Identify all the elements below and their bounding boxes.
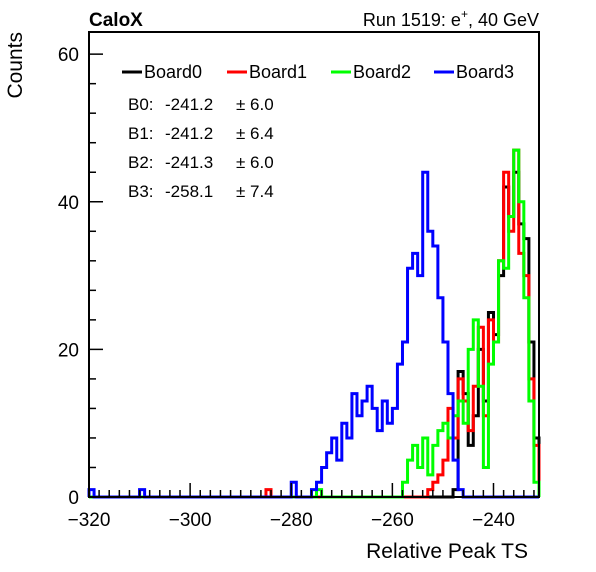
stat-label: B2: xyxy=(128,153,154,172)
stat-label: B1: xyxy=(128,124,154,143)
stat-mean: -241.2 xyxy=(165,124,213,143)
x-axis-title: Relative Peak TS xyxy=(366,540,528,563)
stat-uncertainty: ± 6.4 xyxy=(236,124,274,143)
stat-mean: -241.3 xyxy=(165,153,213,172)
legend-entry-board0: Board0 xyxy=(122,62,202,82)
legend-label: Board1 xyxy=(249,62,307,82)
axis-tick-labels: −320 −300 −280 −260 −240 0 20 40 60 xyxy=(58,45,515,531)
stat-row: B0: -241.2 ± 6.0 xyxy=(128,95,274,114)
stat-label: B3: xyxy=(128,182,154,201)
legend-label: Board2 xyxy=(353,62,411,82)
stat-uncertainty: ± 6.0 xyxy=(236,153,274,172)
stat-uncertainty: ± 7.4 xyxy=(236,182,274,201)
plot-frame xyxy=(88,31,540,498)
stat-uncertainty: ± 6.0 xyxy=(236,95,274,114)
stat-row: B1: -241.2 ± 6.4 xyxy=(128,124,274,143)
stat-mean: -258.1 xyxy=(165,182,213,201)
y-tick-label: 40 xyxy=(58,193,79,214)
series-layer xyxy=(87,148,541,499)
stat-label: B0: xyxy=(128,95,154,114)
corner-label-right: Run 1519: e+, 40 GeV xyxy=(363,7,539,30)
histogram-series-board0 xyxy=(89,170,541,499)
y-tick-label: 20 xyxy=(58,340,79,361)
x-tick-label: −240 xyxy=(472,510,515,531)
stat-row: B2: -241.3 ± 6.0 xyxy=(128,153,274,172)
x-tick-label: −260 xyxy=(371,510,414,531)
corner-right-suffix: , 40 GeV xyxy=(468,10,539,30)
legend-entry-board2: Board2 xyxy=(331,62,411,82)
legend-label: Board0 xyxy=(144,62,202,82)
x-tick-label: −280 xyxy=(270,510,313,531)
histogram-series-board3 xyxy=(87,170,539,499)
corner-right-prefix: Run 1519: e xyxy=(363,10,461,30)
corner-label-left: CaloX xyxy=(89,10,143,31)
x-tick-label: −320 xyxy=(68,510,111,531)
stat-mean: -241.2 xyxy=(165,95,213,114)
x-tick-label: −300 xyxy=(169,510,212,531)
stats-box: B0: -241.2 ± 6.0 B1: -241.2 ± 6.4 B2: -241.3 ± 6… xyxy=(128,95,274,201)
legend-entry-board1: Board1 xyxy=(227,62,307,82)
legend-label: Board3 xyxy=(456,62,514,82)
stat-row: B3: -258.1 ± 7.4 xyxy=(128,182,274,201)
legend: Board0 Board1 Board2 Board3 xyxy=(122,62,514,82)
y-axis-title: Counts xyxy=(4,32,27,99)
y-tick-label: 0 xyxy=(68,488,79,509)
y-tick-label: 60 xyxy=(58,45,79,66)
legend-entry-board3: Board3 xyxy=(434,62,514,82)
axis-ticks xyxy=(88,53,535,498)
corner-right-sup: + xyxy=(461,7,468,21)
